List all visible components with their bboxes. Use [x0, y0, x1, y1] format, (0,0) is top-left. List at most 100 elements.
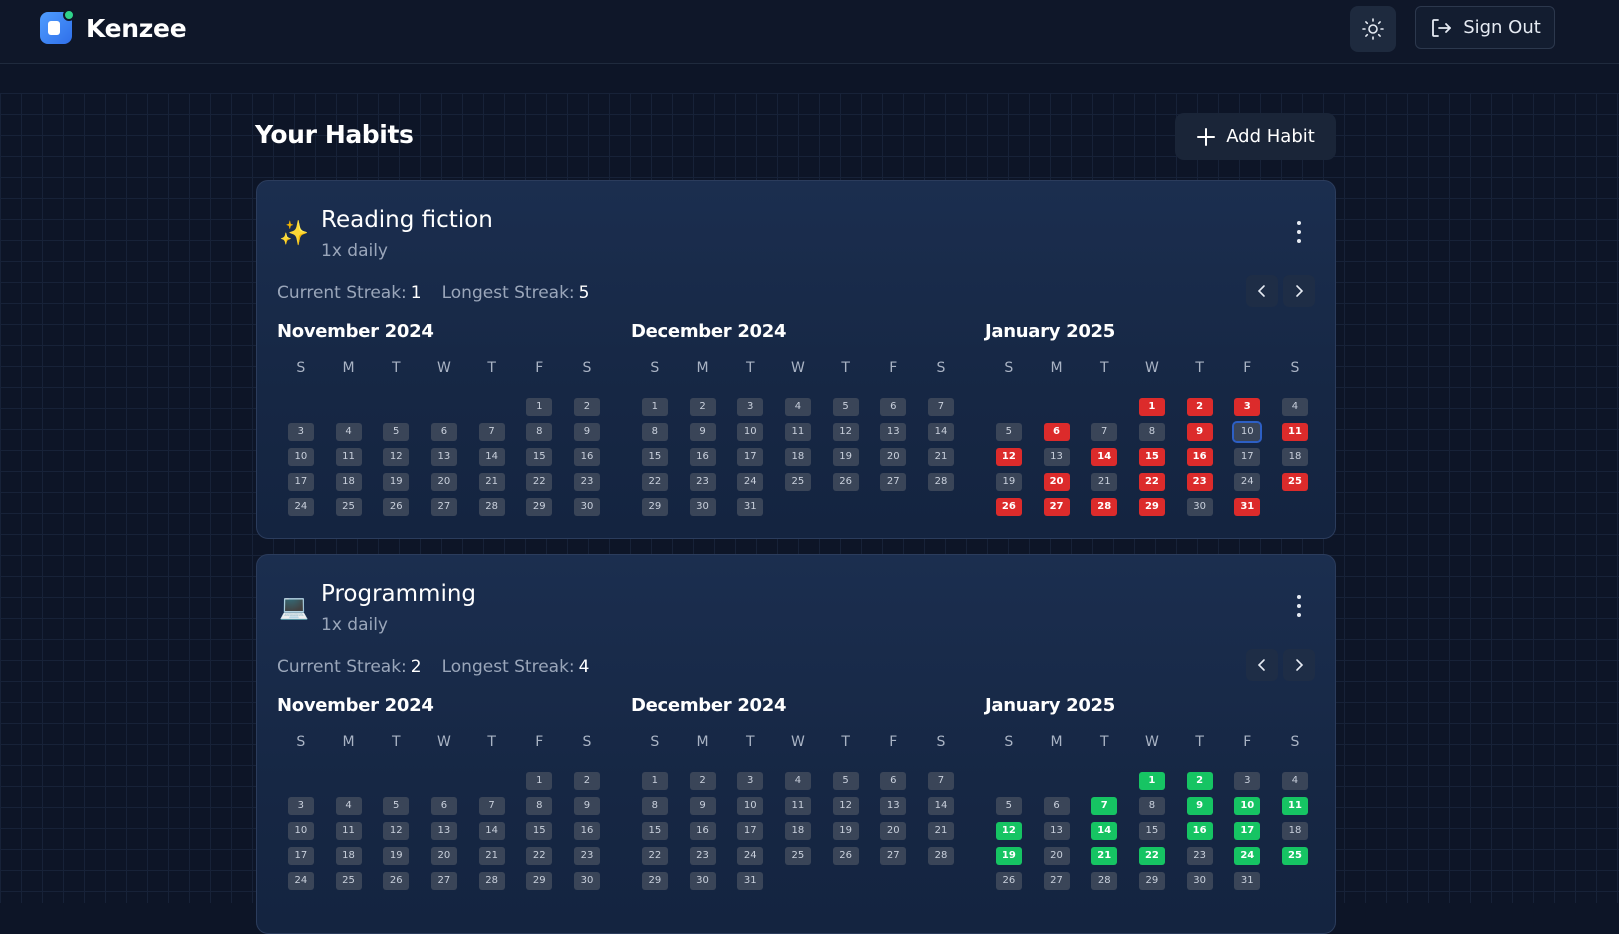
calendar-day[interactable]: 28 — [468, 868, 516, 893]
calendar-day[interactable]: 22 — [515, 469, 563, 494]
add-habit-button[interactable]: Add Habit — [1175, 113, 1336, 160]
calendar-day[interactable]: 22 — [631, 469, 679, 494]
calendar-day[interactable]: 6 — [1033, 419, 1081, 444]
calendar-day[interactable]: 9 — [679, 793, 727, 818]
calendar-day[interactable]: 12 — [985, 444, 1033, 469]
calendar-day[interactable]: 22 — [1128, 843, 1176, 868]
calendar-day[interactable]: 27 — [869, 469, 917, 494]
calendar-day[interactable]: 30 — [1176, 494, 1224, 519]
calendar-day[interactable]: 28 — [917, 469, 965, 494]
calendar-day[interactable]: 15 — [515, 444, 563, 469]
calendar-day[interactable]: 11 — [1271, 419, 1319, 444]
calendar-day[interactable]: 4 — [1271, 394, 1319, 419]
calendar-day[interactable]: 15 — [631, 818, 679, 843]
calendar-day[interactable]: 14 — [917, 793, 965, 818]
calendar-day[interactable]: 26 — [822, 469, 870, 494]
calendar-day[interactable]: 7 — [468, 793, 516, 818]
calendar-day[interactable]: 25 — [774, 843, 822, 868]
calendar-day[interactable]: 10 — [726, 419, 774, 444]
calendar-day[interactable]: 6 — [869, 394, 917, 419]
calendar-day[interactable]: 11 — [325, 444, 373, 469]
calendar-day[interactable]: 24 — [277, 494, 325, 519]
calendar-day[interactable]: 7 — [917, 768, 965, 793]
calendar-day[interactable]: 24 — [277, 868, 325, 893]
logo[interactable]: Kenzee — [40, 9, 187, 44]
calendar-day[interactable]: 20 — [869, 818, 917, 843]
calendar-day[interactable]: 3 — [726, 394, 774, 419]
calendar-day[interactable]: 16 — [563, 444, 611, 469]
calendar-day[interactable]: 10 — [1223, 419, 1271, 444]
calendar-day[interactable]: 12 — [822, 793, 870, 818]
calendar-day[interactable]: 31 — [1223, 868, 1271, 893]
calendar-day[interactable]: 1 — [631, 768, 679, 793]
calendar-day[interactable]: 21 — [917, 444, 965, 469]
calendar-day[interactable]: 13 — [420, 444, 468, 469]
calendar-day[interactable]: 25 — [325, 868, 373, 893]
calendar-day[interactable]: 18 — [325, 843, 373, 868]
calendar-day[interactable]: 8 — [1128, 793, 1176, 818]
calendar-day[interactable]: 30 — [563, 494, 611, 519]
calendar-day[interactable]: 6 — [869, 768, 917, 793]
calendar-day[interactable]: 20 — [1033, 469, 1081, 494]
calendar-day[interactable]: 24 — [726, 843, 774, 868]
theme-toggle-button[interactable] — [1350, 6, 1396, 52]
calendar-day[interactable]: 21 — [917, 818, 965, 843]
calendar-day[interactable]: 13 — [1033, 818, 1081, 843]
calendar-day[interactable]: 28 — [468, 494, 516, 519]
calendar-day[interactable]: 3 — [726, 768, 774, 793]
calendar-day[interactable]: 5 — [372, 419, 420, 444]
calendar-day[interactable]: 11 — [325, 818, 373, 843]
calendar-day[interactable]: 20 — [420, 843, 468, 868]
calendar-day[interactable]: 21 — [1080, 469, 1128, 494]
calendar-day[interactable]: 4 — [325, 419, 373, 444]
calendar-day[interactable]: 29 — [1128, 868, 1176, 893]
calendar-day[interactable]: 9 — [1176, 419, 1224, 444]
calendar-day[interactable]: 9 — [563, 793, 611, 818]
calendar-day[interactable]: 22 — [631, 843, 679, 868]
calendar-day[interactable]: 29 — [631, 868, 679, 893]
calendar-day[interactable]: 23 — [563, 843, 611, 868]
calendar-day[interactable]: 27 — [1033, 868, 1081, 893]
calendar-day[interactable]: 15 — [631, 444, 679, 469]
calendar-day[interactable]: 19 — [822, 818, 870, 843]
calendar-day[interactable]: 28 — [1080, 868, 1128, 893]
calendar-day[interactable]: 29 — [631, 494, 679, 519]
calendar-day[interactable]: 5 — [372, 793, 420, 818]
calendar-day[interactable]: 24 — [1223, 843, 1271, 868]
calendar-day[interactable]: 5 — [985, 793, 1033, 818]
calendar-day[interactable]: 8 — [631, 419, 679, 444]
calendar-day[interactable]: 29 — [1128, 494, 1176, 519]
calendar-day[interactable]: 14 — [468, 818, 516, 843]
calendar-day[interactable]: 30 — [563, 868, 611, 893]
calendar-day[interactable]: 25 — [1271, 469, 1319, 494]
calendar-day[interactable]: 17 — [277, 843, 325, 868]
calendar-day[interactable]: 1 — [515, 394, 563, 419]
sign-out-button[interactable]: Sign Out — [1415, 6, 1555, 49]
calendar-day[interactable]: 2 — [563, 394, 611, 419]
calendar-day[interactable]: 4 — [774, 394, 822, 419]
calendar-day[interactable]: 7 — [1080, 419, 1128, 444]
calendar-day[interactable]: 14 — [917, 419, 965, 444]
calendar-day[interactable]: 21 — [1080, 843, 1128, 868]
calendar-day[interactable]: 16 — [1176, 444, 1224, 469]
calendar-day[interactable]: 6 — [1033, 793, 1081, 818]
calendar-day[interactable]: 29 — [515, 494, 563, 519]
calendar-day[interactable]: 17 — [726, 444, 774, 469]
calendar-day[interactable]: 16 — [679, 818, 727, 843]
calendar-day[interactable]: 19 — [372, 843, 420, 868]
calendar-day[interactable]: 17 — [726, 818, 774, 843]
calendar-day[interactable]: 19 — [372, 469, 420, 494]
calendar-day[interactable]: 23 — [1176, 469, 1224, 494]
calendar-day[interactable]: 28 — [1080, 494, 1128, 519]
calendar-day[interactable]: 22 — [1128, 469, 1176, 494]
calendar-day[interactable]: 17 — [1223, 444, 1271, 469]
calendar-day[interactable]: 15 — [1128, 444, 1176, 469]
previous-month-button[interactable] — [1246, 275, 1278, 307]
calendar-day[interactable]: 30 — [679, 494, 727, 519]
calendar-day[interactable]: 7 — [917, 394, 965, 419]
calendar-day[interactable]: 1 — [1128, 394, 1176, 419]
calendar-day[interactable]: 9 — [679, 419, 727, 444]
calendar-day[interactable]: 13 — [1033, 444, 1081, 469]
calendar-day[interactable]: 26 — [372, 868, 420, 893]
calendar-day[interactable]: 3 — [277, 419, 325, 444]
